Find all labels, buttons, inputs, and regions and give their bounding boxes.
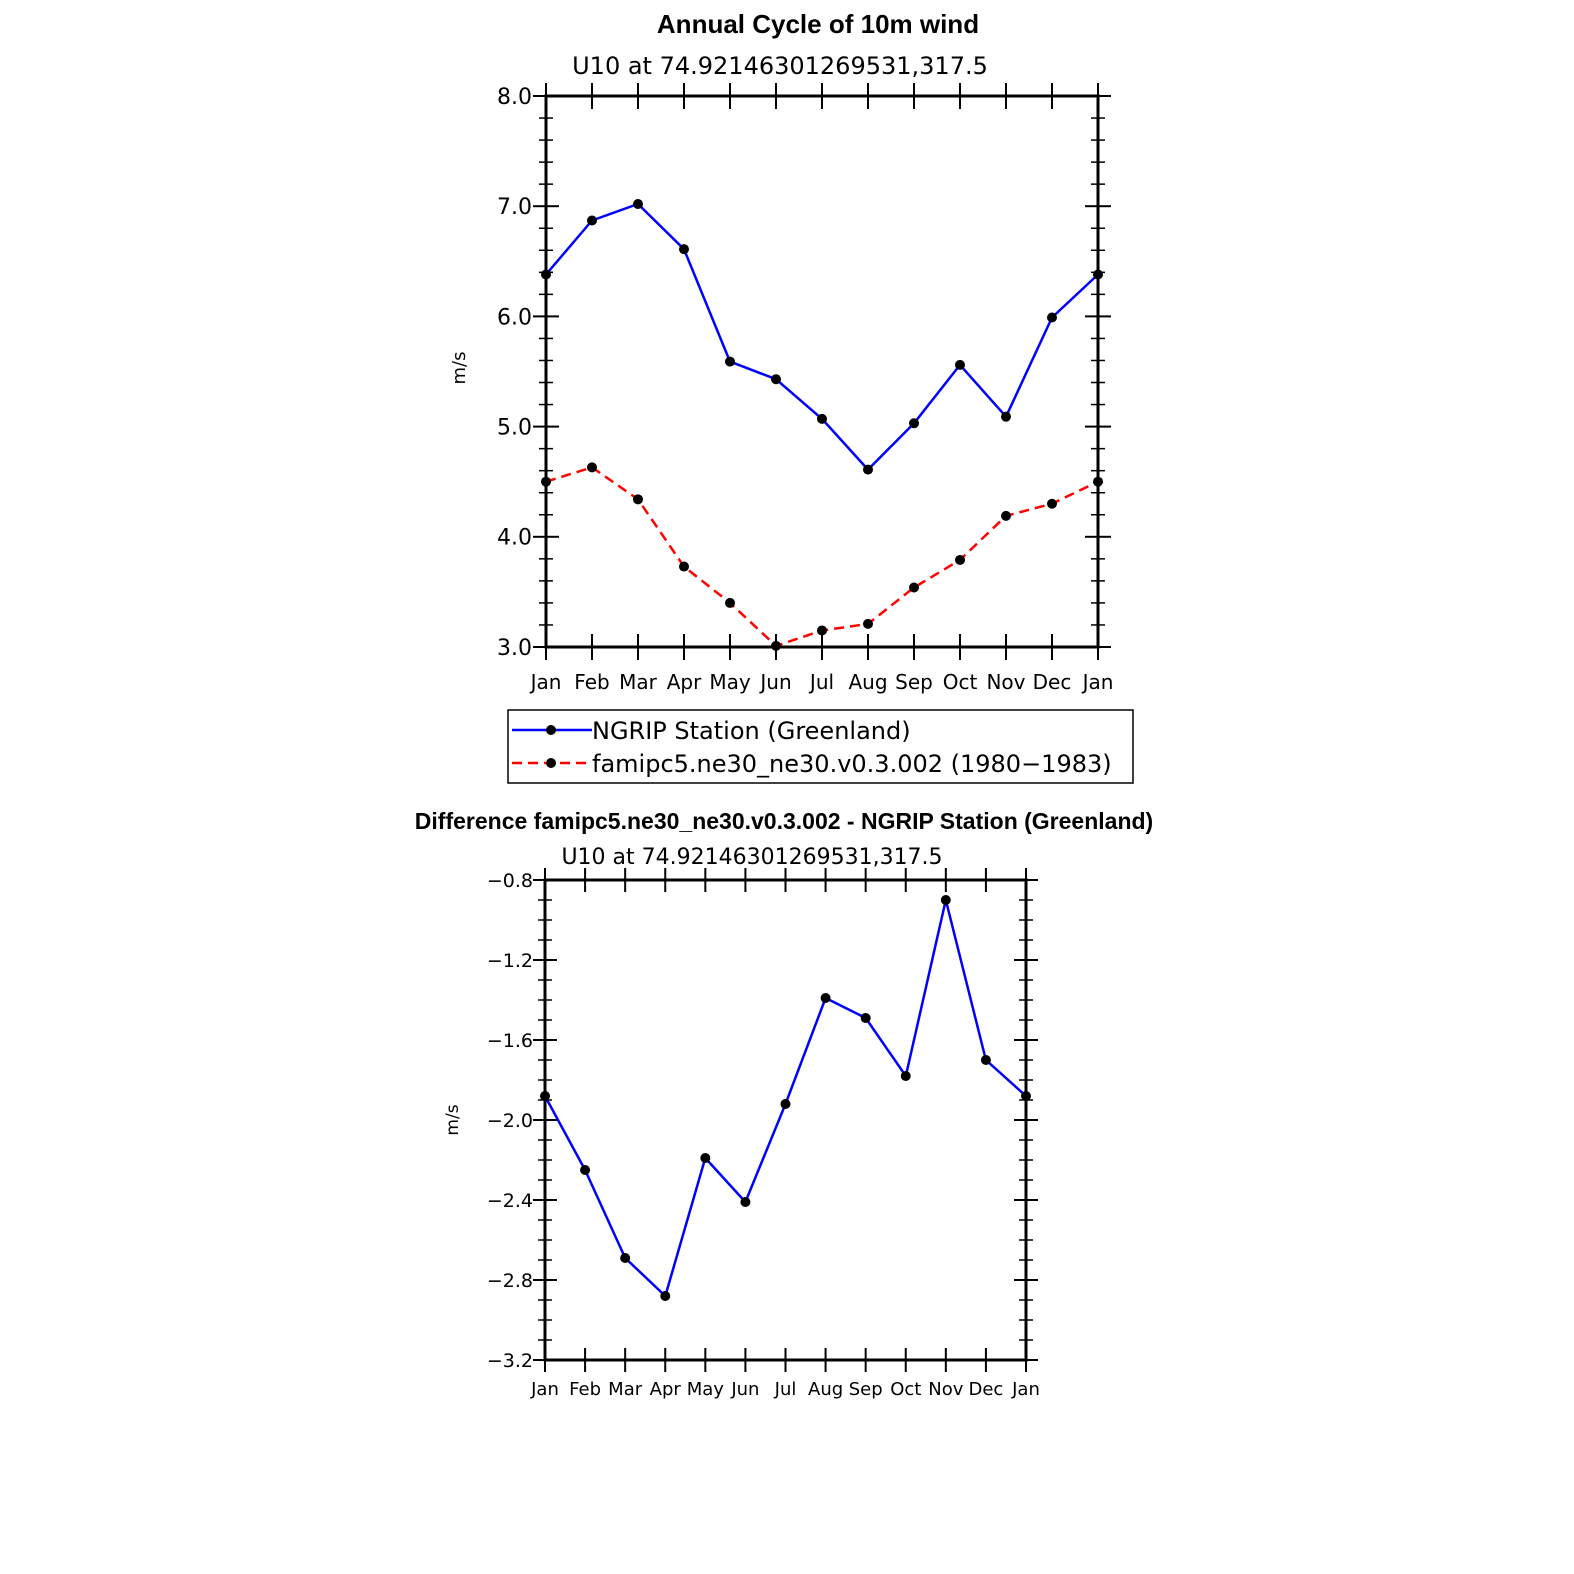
chart2-xtick-label: Nov	[928, 1379, 963, 1400]
chart1-xtick-label: Jan	[529, 670, 562, 694]
chart1-ytick-label: 7.0	[497, 195, 532, 220]
chart2-xtick-label: Jan	[530, 1379, 559, 1400]
legend-marker-ngrip	[546, 725, 556, 735]
chart1-point	[679, 561, 689, 572]
chart1-point	[725, 356, 735, 367]
chart2-point	[660, 1291, 671, 1301]
chart1-ytick-label: 4.0	[497, 526, 532, 551]
chart2-frame	[543, 878, 1028, 1362]
chart2-ytick-label: −3.2	[487, 1350, 533, 1372]
chart2-ytick-label: −2.0	[487, 1110, 533, 1132]
chart2-xtick-label: Apr	[650, 1379, 682, 1400]
chart1-point	[725, 597, 735, 608]
chart2-ytick-label: −0.8	[487, 870, 533, 892]
chart-difference: Difference famipc5.ne30_ne30.v0.3.002 - …	[415, 808, 1153, 1400]
chart1-point	[1001, 510, 1011, 521]
chart1-point	[1001, 411, 1011, 422]
chart1-xtick-label: Nov	[986, 670, 1025, 694]
chart2-xtick-label: Mar	[608, 1379, 643, 1400]
chart1-point	[817, 625, 827, 636]
chart2-ytick-label: −2.4	[487, 1190, 533, 1212]
chart2-xtick-label: Jul	[774, 1379, 797, 1400]
chart1-xtick-label: Apr	[667, 670, 702, 694]
chart1-subtitle: U10 at 74.92146301269531,317.5	[572, 52, 988, 80]
chart1-xtick-label: Sep	[895, 670, 933, 694]
chart2-point	[740, 1197, 751, 1207]
legend-box	[507, 709, 1134, 784]
chart2-ytick-label: −1.6	[487, 1030, 533, 1052]
chart2-xtick-label: Oct	[890, 1379, 921, 1400]
legend-label-ngrip: NGRIP Station (Greenland)	[592, 717, 911, 745]
chart1-point	[955, 359, 965, 370]
chart1-series-line-2	[545, 466, 1099, 648]
chart2-axes: Jan Feb Mar Apr May Jun Jul Aug Sep Oct Nov Dec Jan −…	[487, 868, 1040, 1400]
chart1-frame	[544, 94, 1100, 649]
chart2-point	[700, 1153, 711, 1163]
chart1-point	[1047, 498, 1057, 509]
chart1-ytick-label: 6.0	[497, 305, 532, 330]
chart1-point	[1047, 312, 1057, 323]
chart1-ytick-label: 5.0	[497, 416, 532, 441]
chart2-xtick-label: Sep	[849, 1379, 883, 1400]
chart2-xtick-label: Jan	[1011, 1379, 1040, 1400]
chart2-point	[980, 1055, 991, 1065]
chart1-xtick-label: Feb	[574, 670, 609, 694]
chart1-point	[863, 618, 873, 629]
chart1-axes: Jan Feb Mar Apr May Jun Jul Aug Sep Oct Nov Dec Jan 3…	[497, 83, 1113, 694]
chart2-point	[820, 993, 831, 1003]
chart2-point	[780, 1099, 791, 1109]
chart1-ytick-label: 8.0	[497, 85, 532, 110]
chart1-point	[633, 198, 643, 209]
chart2-ytick-label: −2.8	[487, 1270, 533, 1292]
chart1-point	[909, 582, 919, 593]
chart1-xtick-label: Jun	[758, 670, 791, 694]
chart1-point	[771, 374, 781, 385]
chart2-xtick-label: Dec	[968, 1379, 1003, 1400]
chart1-title: Annual Cycle of 10m wind	[657, 9, 979, 39]
chart1-point	[587, 215, 597, 226]
chart2-point	[620, 1253, 631, 1263]
legend-label-model: famipc5.ne30_ne30.v0.3.002 (1980−1983)	[592, 750, 1112, 778]
chart-annual-cycle: Annual Cycle of 10m wind U10 at 74.92146…	[449, 9, 1134, 784]
chart1-series	[541, 198, 1103, 651]
chart1-xtick-label: Mar	[619, 670, 658, 694]
chart1-point	[817, 413, 827, 424]
chart2-xtick-label: May	[687, 1379, 725, 1400]
chart1-point	[863, 464, 873, 475]
chart2-point	[940, 895, 951, 905]
chart1-ylabel: m/s	[449, 352, 470, 385]
chart1-xtick-label: May	[709, 670, 751, 694]
chart1-xtick-label: Oct	[943, 670, 978, 694]
chart1-xtick-label: Jan	[1081, 670, 1114, 694]
chart1-xtick-label: Jul	[808, 670, 834, 694]
chart1-legend: NGRIP Station (Greenland) famipc5.ne30_n…	[507, 709, 1134, 784]
chart2-series	[540, 895, 1031, 1301]
chart1-point	[679, 244, 689, 255]
chart2-point	[860, 1013, 871, 1023]
chart2-ytick-label: −1.2	[487, 950, 533, 972]
chart2-series-line-1	[543, 898, 1027, 1298]
chart1-point	[909, 418, 919, 429]
chart2-title: Difference famipc5.ne30_ne30.v0.3.002 - …	[415, 808, 1153, 834]
legend-marker-model	[546, 758, 556, 768]
chart1-xtick-label: Aug	[848, 670, 887, 694]
chart1-xtick-label: Dec	[1033, 670, 1072, 694]
chart2-xtick-label: Jun	[730, 1379, 759, 1400]
chart2-xtick-label: Aug	[808, 1379, 843, 1400]
chart2-point	[900, 1071, 911, 1081]
chart1-point	[633, 494, 643, 505]
chart1-point	[587, 462, 597, 473]
chart1-point	[955, 554, 965, 565]
chart1-series-line-1	[545, 202, 1099, 471]
chart2-subtitle: U10 at 74.92146301269531,317.5	[561, 845, 942, 870]
chart2-ylabel: m/s	[443, 1104, 463, 1135]
chart1-ytick-label: 3.0	[497, 636, 532, 661]
chart2-xtick-label: Feb	[569, 1379, 601, 1400]
chart2-point	[580, 1165, 591, 1175]
